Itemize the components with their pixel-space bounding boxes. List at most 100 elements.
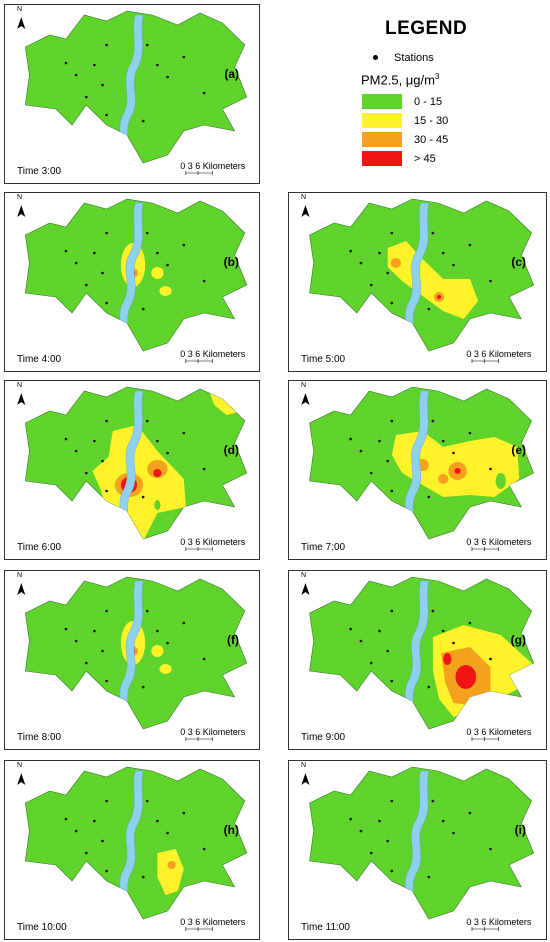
station-dot xyxy=(452,831,455,835)
legend-stations: Stations xyxy=(355,52,434,64)
station-dot xyxy=(105,43,108,47)
scale-bar-label: 0 3 6 Kilometers xyxy=(466,349,532,359)
legend-title: LEGEND xyxy=(385,18,468,39)
map-panel-f: N (f) Time 8:00 0 3 6 Kilometers xyxy=(4,570,260,750)
north-label: N xyxy=(301,382,307,389)
legend-swatch xyxy=(362,151,402,166)
panel-label: (a) xyxy=(224,67,239,81)
station-dot xyxy=(74,449,78,453)
station-dot xyxy=(101,649,104,653)
map-panel-c: N (c) Time 5:00 0 3 6 Kilometers xyxy=(288,192,547,372)
pm25-map xyxy=(301,386,535,551)
scale-bar-label: 0 3 6 Kilometers xyxy=(180,917,246,927)
pollution-zone xyxy=(230,387,239,393)
river xyxy=(403,202,430,351)
station-dot xyxy=(468,243,472,247)
station-dot xyxy=(141,875,145,879)
legend-stations-label: Stations xyxy=(394,52,434,64)
north-label: N xyxy=(301,572,307,579)
station-dot xyxy=(378,251,381,255)
scale-bar-label: 0 3 6 Kilometers xyxy=(180,161,246,171)
panel-time: Time 4:00 xyxy=(17,354,62,365)
station-dot xyxy=(84,851,88,855)
panel-time: Time 9:00 xyxy=(301,732,346,743)
station-dot xyxy=(182,55,186,59)
pollution-zone xyxy=(151,645,164,657)
pm25-map xyxy=(301,766,535,931)
pollution-zone xyxy=(454,468,461,474)
map-panel-d: N (d) Time 6:00 0 3 6 Kilometers xyxy=(4,380,260,560)
station-dot xyxy=(359,261,363,265)
scale-bar-label: 0 3 6 Kilometers xyxy=(466,537,532,547)
station-dot xyxy=(427,685,431,689)
legend-bin: 15 - 30 xyxy=(362,113,448,128)
station-dot xyxy=(427,875,431,879)
river xyxy=(118,580,144,729)
station-dot xyxy=(141,685,145,689)
map-panel-a: N (a) Time 3:00 0 3 6 Kilometers xyxy=(4,4,260,184)
station-dot xyxy=(390,679,394,683)
north-label: N xyxy=(17,572,23,579)
legend-bin-label: > 45 xyxy=(414,152,436,165)
north-arrow-icon xyxy=(17,393,26,405)
station-dot xyxy=(64,627,68,631)
pollution-zone xyxy=(154,500,161,510)
legend-bin: 30 - 45 xyxy=(362,132,448,147)
scale-bar xyxy=(471,547,500,551)
station-dot xyxy=(182,621,186,625)
legend-bin-label: 0 - 15 xyxy=(414,95,443,108)
map-panel-b: N (b) Time 4:00 0 3 6 Kilometers xyxy=(4,192,260,372)
legend-swatch xyxy=(362,132,402,147)
station-dot xyxy=(182,811,186,815)
pollution-zone xyxy=(390,258,402,268)
north-label: N xyxy=(17,6,23,13)
station-dot xyxy=(452,641,455,645)
station-dot xyxy=(166,641,169,645)
station-dot xyxy=(359,449,363,453)
station-dot xyxy=(156,63,159,67)
station-dot xyxy=(369,851,373,855)
panel-label: (i) xyxy=(514,823,526,837)
station-dot xyxy=(141,307,145,311)
station-dot xyxy=(468,811,472,815)
panel-time: Time 11:00 xyxy=(301,922,350,933)
station-dot xyxy=(386,839,390,843)
station-dot xyxy=(166,75,169,79)
station-dot xyxy=(105,799,108,803)
panel-time: Time 7:00 xyxy=(301,542,346,553)
panel-time: Time 5:00 xyxy=(301,354,346,365)
station-dot xyxy=(349,249,353,253)
station-dot xyxy=(390,869,394,873)
station-dot xyxy=(64,61,68,65)
station-dot xyxy=(105,679,108,683)
scale-bar xyxy=(185,927,213,931)
legend-bin: > 45 xyxy=(362,151,448,166)
panel-time: Time 6:00 xyxy=(17,542,62,553)
panel-label: (f) xyxy=(227,633,239,647)
station-dot xyxy=(369,661,373,665)
station-dot xyxy=(431,231,435,235)
station-dot xyxy=(386,459,390,463)
north-label: N xyxy=(17,194,23,201)
station-dot xyxy=(84,471,88,475)
station-dot xyxy=(156,629,159,633)
station-dot xyxy=(105,301,108,305)
station-dot xyxy=(390,799,394,803)
north-arrow-icon xyxy=(17,205,26,217)
scale-bar xyxy=(185,359,213,363)
north-label: N xyxy=(17,382,23,389)
pollution-zone xyxy=(443,653,452,665)
station-dot xyxy=(390,609,394,613)
legend: LEGEND Stations PM2.5, μg/m3 0 - 15 15 - … xyxy=(355,18,535,178)
legend-swatch xyxy=(362,94,402,109)
station-dot xyxy=(369,283,373,287)
river xyxy=(403,390,430,539)
legend-pm-unit-exp: 3 xyxy=(434,72,440,81)
station-dot xyxy=(93,819,96,823)
pollution-zone xyxy=(153,469,162,477)
study-area xyxy=(24,10,248,164)
station-dot xyxy=(145,419,149,423)
pm25-map xyxy=(301,198,535,363)
map-panel-g: N (g) Time 9:00 0 3 6 Kilometers xyxy=(288,570,547,750)
station-dot xyxy=(489,847,492,851)
